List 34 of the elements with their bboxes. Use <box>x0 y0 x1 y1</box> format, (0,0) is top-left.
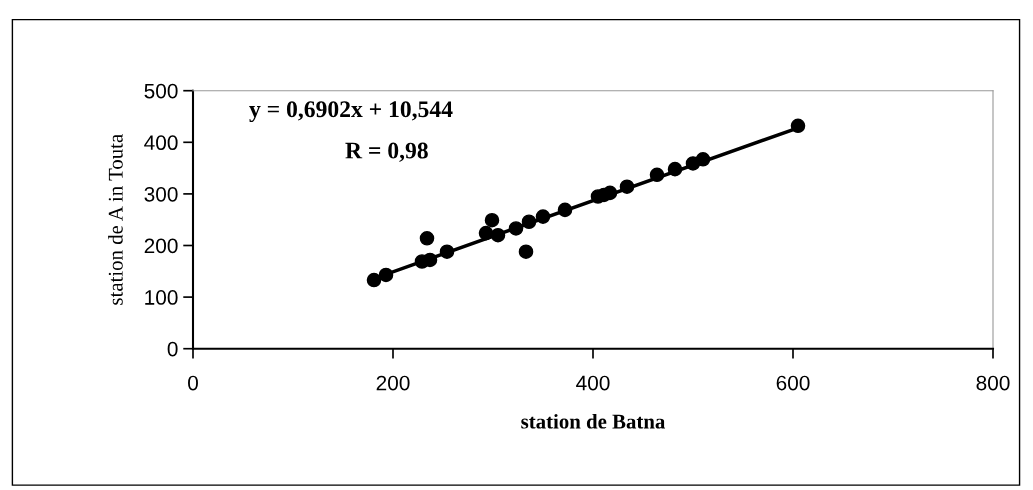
x-axis-title: station de Batna <box>521 413 666 429</box>
point <box>535 209 551 224</box>
point <box>419 230 435 246</box>
y-tick-label: 400 <box>144 135 178 151</box>
x-tick-label: 800 <box>976 375 1010 391</box>
point <box>695 152 711 167</box>
annotation: y = 0,6902x + 10,544 <box>249 101 453 123</box>
point <box>422 252 438 268</box>
point <box>649 167 665 183</box>
y-tick-label: 200 <box>144 238 178 254</box>
x-tick-label: 600 <box>776 375 810 391</box>
y-tick-label: 0 <box>167 341 178 357</box>
point <box>790 118 806 134</box>
point <box>366 272 382 288</box>
point <box>518 244 534 259</box>
point <box>557 202 573 218</box>
point <box>484 212 500 228</box>
y-tick-label: 500 <box>144 83 178 99</box>
point <box>490 227 506 243</box>
point <box>439 244 455 259</box>
point <box>378 267 394 283</box>
point <box>619 179 635 194</box>
x-tick-label: 400 <box>576 375 610 391</box>
x-tick-label: 0 <box>188 375 198 391</box>
point <box>508 221 524 236</box>
point <box>667 161 683 177</box>
x-tick-label: 200 <box>376 375 410 391</box>
point <box>521 214 537 230</box>
annotation: R = 0,98 <box>345 142 428 162</box>
y-axis-title: station de A in Touta <box>108 134 123 305</box>
point <box>602 185 618 201</box>
y-tick-label: 300 <box>144 186 178 202</box>
point <box>478 225 494 241</box>
y-tick-label: 100 <box>145 290 178 305</box>
